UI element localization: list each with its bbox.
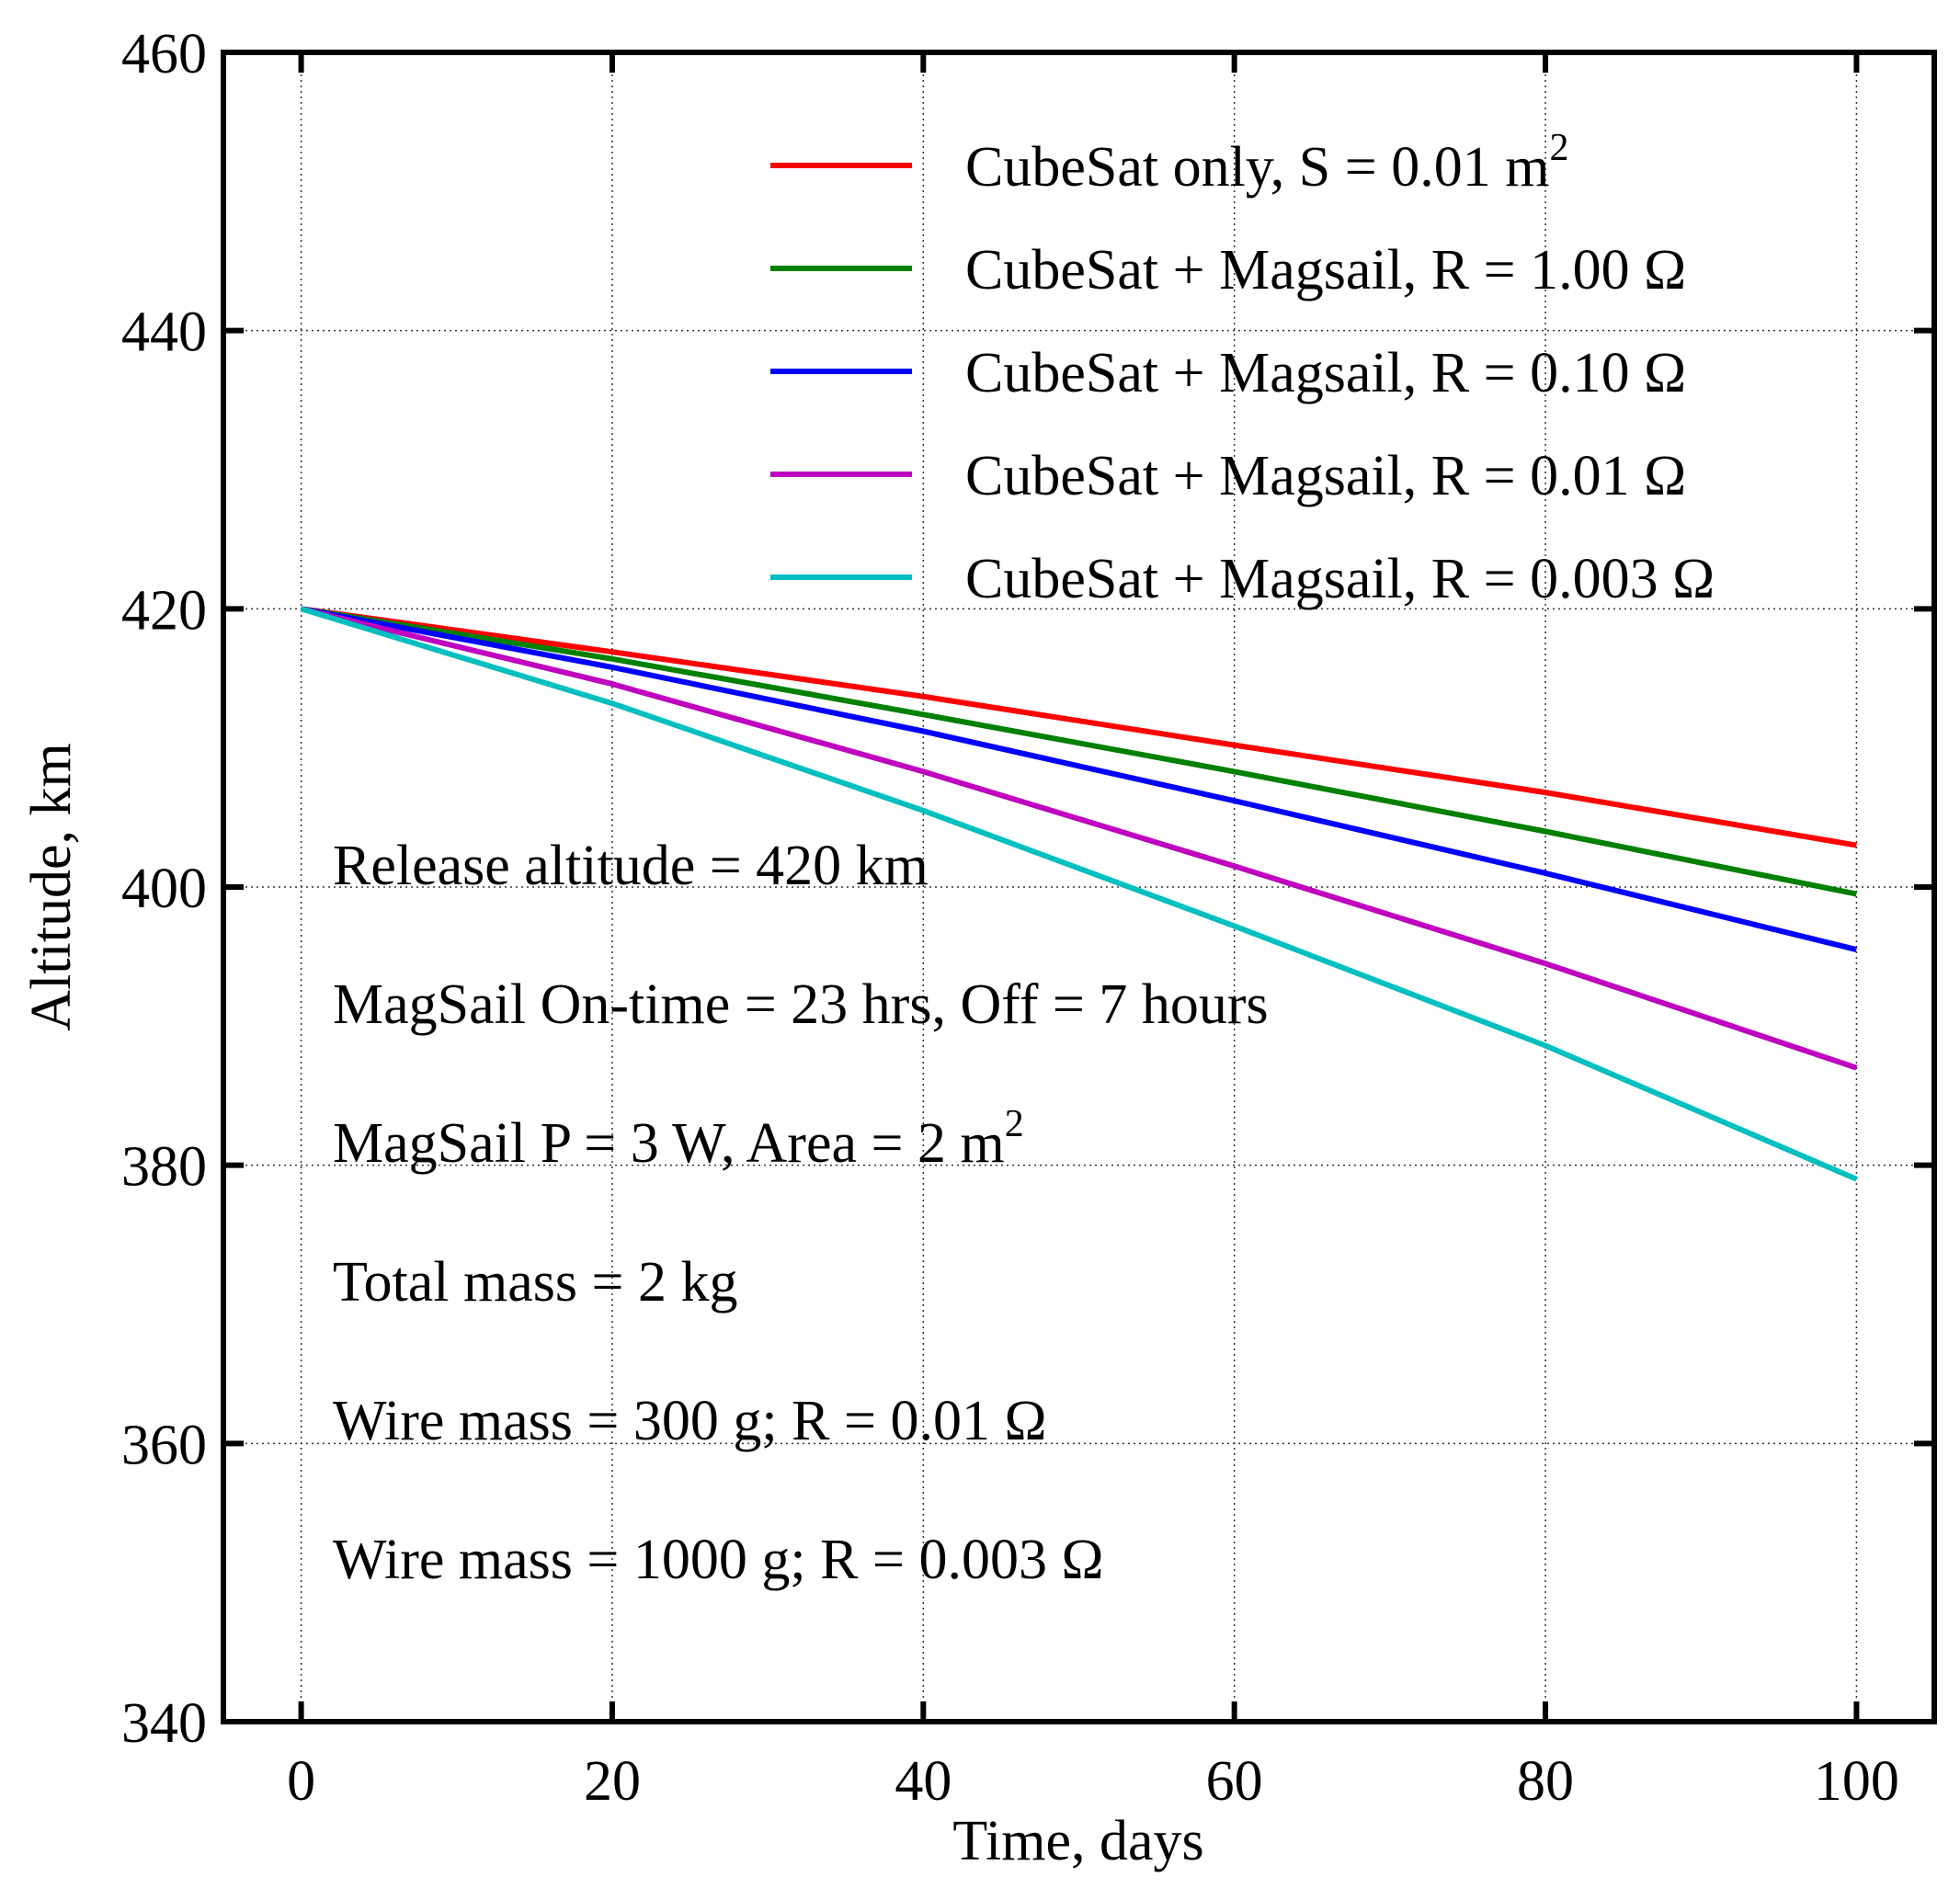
y-tick-label: 400 — [121, 858, 207, 920]
series-line-5 — [300, 606, 1858, 1182]
y-tick-label: 340 — [121, 1692, 207, 1755]
x-tick-label: 40 — [895, 1750, 952, 1813]
annotation-1: Release altitude = 420 km — [333, 835, 929, 897]
y-tick-label: 460 — [121, 23, 207, 85]
x-tick-label: 80 — [1517, 1750, 1574, 1813]
series-line-2 — [301, 606, 1857, 897]
annotation-2: MagSail On-time = 23 hrs, Off = 7 hours — [333, 973, 1269, 1036]
y-tick-label: 440 — [121, 301, 207, 364]
legend-label-1: CubeSat only, S = 0.01 m2 — [965, 127, 1568, 199]
y-tick-labels: 340 360 380 400 420 440 460 — [121, 23, 207, 1755]
legend-label-2: CubeSat + Magsail, R = 1.00 Ω — [965, 239, 1686, 301]
annotation-6: Wire mass = 1000 g; R = 0.003 Ω — [333, 1529, 1104, 1591]
y-tick-label: 420 — [121, 579, 207, 642]
legend: CubeSat only, S = 0.01 m2 CubeSat + Magsa… — [770, 127, 1715, 610]
x-tick-label: 60 — [1206, 1750, 1263, 1813]
annotation-4: Total mass = 2 kg — [333, 1251, 737, 1314]
y-tick-label: 360 — [121, 1414, 207, 1476]
y-axis-label: Altitude, km — [20, 743, 83, 1030]
series-line-1 — [301, 606, 1857, 848]
annotation-5: Wire mass = 300 g; R = 0.01 Ω — [333, 1390, 1047, 1452]
x-tick-label: 0 — [287, 1750, 315, 1813]
legend-label-3: CubeSat + Magsail, R = 0.10 Ω — [965, 342, 1686, 404]
legend-label-4: CubeSat + Magsail, R = 0.01 Ω — [965, 445, 1686, 507]
axis-ticks — [223, 50, 1934, 1724]
annotation-3: MagSail P = 3 W, Area = 2 m2 — [333, 1103, 1024, 1175]
series-line-3 — [301, 606, 1858, 953]
y-tick-label: 380 — [121, 1136, 207, 1199]
x-tick-label: 100 — [1814, 1750, 1899, 1813]
x-tick-labels: 0 20 40 60 80 100 — [287, 1750, 1899, 1813]
legend-label-5: CubeSat + Magsail, R = 0.003 Ω — [965, 548, 1715, 610]
x-axis-label: Time, days — [952, 1810, 1203, 1872]
annotations: Release altitude = 420 km MagSail On-time… — [333, 835, 1269, 1591]
x-tick-label: 20 — [584, 1750, 641, 1813]
series-line-4 — [300, 606, 1858, 1071]
series-lines — [300, 606, 1858, 1182]
